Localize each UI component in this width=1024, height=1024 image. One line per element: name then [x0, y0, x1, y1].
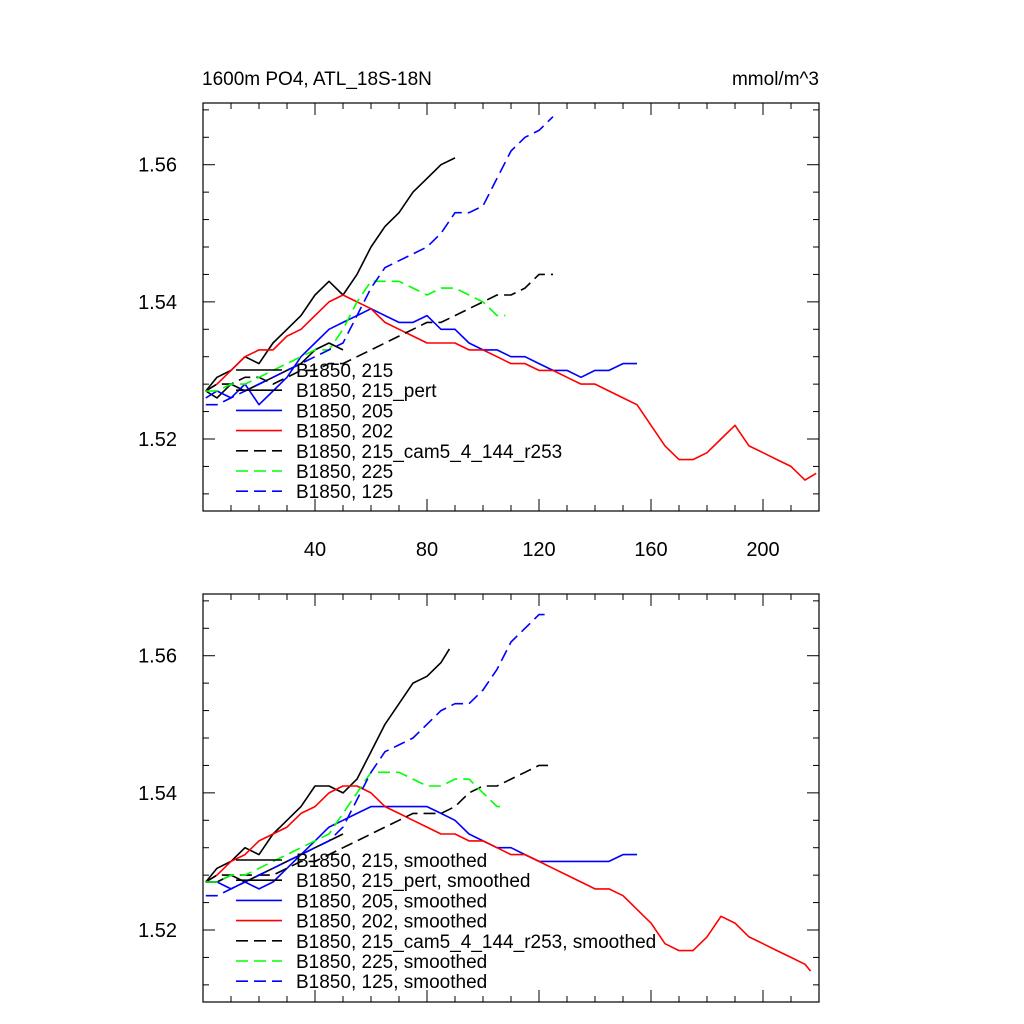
chart-title: 1600m PO4, ATL_18S-18N — [202, 69, 432, 90]
series-line-b1850-202-smoothed — [205, 785, 812, 972]
series-line-b1850-215-smoothed — [205, 648, 451, 883]
units-label: mmol/m^3 — [732, 69, 819, 90]
x-tick-label: 160 — [634, 539, 667, 561]
legend-label: B1850, 202 — [296, 422, 393, 443]
series-line-b1850-202 — [205, 294, 817, 481]
legend-label: B1850, 215 — [296, 361, 393, 382]
legend-label: B1850, 205 — [296, 401, 393, 422]
legend-label: B1850, 205, smoothed — [296, 891, 487, 912]
y-tick-label: 1.54 — [138, 292, 177, 314]
x-tick-label: 40 — [304, 539, 326, 561]
legend-label: B1850, 125 — [296, 482, 393, 503]
series-line-b1850-125-smoothed — [205, 613, 545, 897]
series-line-b1850-215 — [205, 157, 456, 392]
y-tick-label: 1.56 — [138, 646, 177, 668]
y-tick-label: 1.52 — [138, 429, 177, 451]
x-tick-label: 120 — [522, 539, 555, 561]
y-tick-label: 1.54 — [138, 783, 177, 805]
legend-label: B1850, 215_pert, smoothed — [296, 871, 531, 892]
legend-label: B1850, 225, smoothed — [296, 952, 487, 973]
series-line-b1850-205 — [205, 307, 637, 406]
legend-label: B1850, 225 — [296, 462, 393, 483]
x-tick-label: 200 — [746, 539, 779, 561]
legend-label: B1850, 215_pert — [296, 381, 437, 402]
series-line-b1850-215-cam5-4-144-r253 — [205, 273, 553, 392]
series-line-b1850-225 — [205, 280, 506, 392]
y-tick-label: 1.56 — [138, 155, 177, 177]
series-line-b1850-125 — [205, 116, 554, 406]
legend-label: B1850, 215_cam5_4_144_r253 — [296, 442, 562, 463]
legend-label: B1850, 215_cam5_4_144_r253, smoothed — [296, 932, 656, 953]
panel-raw: 1600m PO4, ATL_18S-18N mmol/m^3 1.52 1.54… — [138, 69, 820, 561]
x-tick-label: 80 — [416, 539, 438, 561]
y-tick-label: 1.52 — [138, 920, 177, 942]
legend-label: B1850, 202, smoothed — [296, 912, 487, 933]
series-line-b1850-215-cam5-4-144-r253-smoothed — [205, 764, 553, 883]
legend-label: B1850, 215, smoothed — [296, 851, 487, 872]
legend-label: B1850, 125, smoothed — [296, 972, 487, 993]
series-line-b1850-225-smoothed — [205, 771, 506, 883]
